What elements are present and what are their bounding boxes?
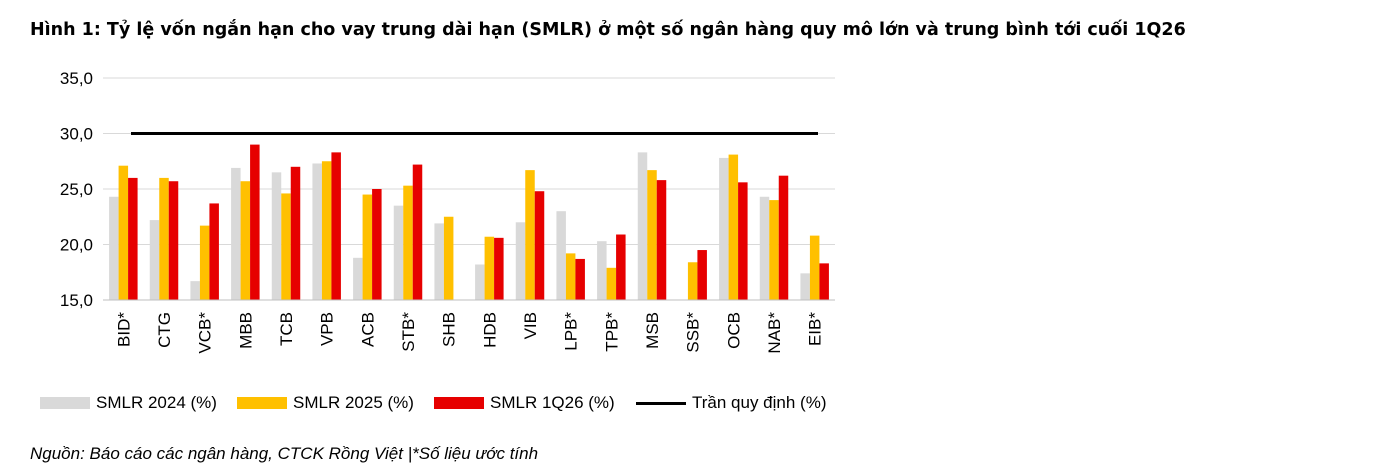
- x-tick-label: HDB: [480, 312, 499, 348]
- bar-eib-s2: [819, 263, 829, 300]
- bar-vpb-s1: [321, 161, 332, 300]
- bar-ssb-s2: [697, 250, 707, 300]
- bar-lpb-s2: [575, 258, 585, 300]
- x-tick-label: NAB*: [765, 312, 784, 354]
- bar-lpb-s1: [565, 253, 576, 300]
- bar-hdb-s0: [475, 264, 485, 300]
- legend-swatch-smlr-2025: [237, 397, 287, 409]
- bar-vib-s2: [534, 191, 545, 300]
- bar-tcb-s0: [271, 172, 282, 300]
- x-tick-label: LPB*: [562, 312, 581, 351]
- y-tick-label: 35,0: [60, 69, 93, 88]
- legend-label-threshold: Trần quy định (%): [692, 393, 827, 412]
- bar-hdb-s1: [484, 236, 495, 300]
- bar-tcb-s2: [290, 166, 301, 300]
- chart-title: Hình 1: Tỷ lệ vốn ngắn hạn cho vay trung…: [30, 20, 1186, 40]
- y-tick-label: 20,0: [60, 236, 93, 255]
- x-tick-label: TPB*: [602, 312, 621, 352]
- bar-tcb-s1: [281, 193, 291, 300]
- bar-vpb-s2: [331, 152, 341, 300]
- bar-msb-s1: [647, 170, 657, 300]
- legend-item-smlr-1q26: SMLR 1Q26 (%): [434, 393, 615, 413]
- x-tick-label: BID*: [114, 312, 133, 347]
- bar-ocb-s0: [719, 157, 729, 300]
- bar-tpb-s2: [616, 234, 626, 300]
- legend-item-smlr-2025: SMLR 2025 (%): [237, 393, 414, 413]
- bar-mbb-s1: [240, 181, 251, 300]
- bar-vcb-s1: [199, 225, 210, 300]
- bar-mbb-s2: [250, 144, 260, 300]
- bar-vcb-s0: [190, 281, 200, 300]
- legend-line-threshold: [636, 401, 686, 405]
- bar-vcb-s2: [209, 203, 219, 300]
- x-tick-label: SHB: [440, 312, 459, 347]
- y-tick-label: 15,0: [60, 291, 93, 310]
- bar-ssb-s1: [687, 262, 698, 300]
- bar-shb-s1: [443, 216, 454, 300]
- bar-bid-s2: [128, 177, 138, 300]
- bar-nab-s1: [769, 200, 779, 300]
- legend-label-smlr-1q26: SMLR 1Q26 (%): [490, 393, 615, 412]
- bar-vpb-s0: [312, 163, 322, 300]
- bar-nab-s0: [759, 196, 770, 300]
- y-tick-label: 30,0: [60, 125, 93, 144]
- x-tick-label: MSB: [643, 312, 662, 349]
- x-tick-label: TCB: [277, 312, 296, 346]
- legend-label-smlr-2025: SMLR 2025 (%): [293, 393, 414, 412]
- bar-nab-s2: [778, 175, 789, 300]
- bar-ctg-s0: [149, 220, 160, 300]
- x-tick-label: OCB: [724, 312, 743, 349]
- x-tick-label: SSB*: [684, 312, 703, 353]
- x-tick-label: VCB*: [196, 312, 215, 354]
- x-tick-label: VIB: [521, 312, 540, 339]
- bar-ocb-s2: [738, 182, 748, 300]
- bar-msb-s0: [637, 152, 648, 300]
- bar-stb-s2: [412, 164, 423, 300]
- bar-bid-s0: [109, 196, 119, 300]
- y-tick-label: 25,0: [60, 180, 93, 199]
- chart-source-note: Nguồn: Báo cáo các ngân hàng, CTCK Rồng …: [30, 444, 539, 463]
- x-tick-label: STB*: [399, 312, 418, 352]
- bar-vib-s0: [515, 222, 526, 300]
- bar-chart: 15,0 20,0 25,0 30,0 35,0 BID* CTG VCB* MBB TCB VPB…: [60, 69, 835, 354]
- bar-ctg-s1: [159, 177, 169, 300]
- bar-acb-s0: [353, 257, 363, 300]
- x-tick-label: CTG: [155, 312, 174, 348]
- bar-ctg-s2: [168, 181, 179, 300]
- bar-tpb-s0: [597, 241, 607, 300]
- legend-label-smlr-2024: SMLR 2024 (%): [96, 393, 217, 412]
- legend-item-threshold: Trần quy định (%): [636, 393, 826, 413]
- bar-mbb-s0: [231, 167, 241, 300]
- bar-bid-s1: [118, 165, 129, 300]
- x-tick-label: ACB: [358, 312, 377, 347]
- bar-acb-s1: [362, 194, 373, 300]
- bar-ocb-s1: [728, 154, 739, 300]
- bar-eib-s0: [800, 273, 810, 300]
- x-tick-label: VPB: [318, 312, 337, 346]
- bar-lpb-s0: [556, 211, 566, 300]
- bar-msb-s2: [656, 180, 667, 300]
- bar-stb-s1: [403, 185, 413, 300]
- bar-tpb-s1: [606, 267, 617, 300]
- x-tick-label: EIB*: [806, 312, 825, 346]
- x-tick-label: MBB: [236, 312, 255, 349]
- bar-vib-s1: [525, 170, 535, 300]
- legend-swatch-smlr-2024: [40, 397, 90, 409]
- bar-eib-s1: [809, 235, 820, 300]
- bar-stb-s0: [393, 205, 404, 300]
- legend-item-smlr-2024: SMLR 2024 (%): [40, 393, 217, 413]
- bar-hdb-s2: [494, 237, 504, 300]
- bar-acb-s2: [372, 189, 382, 300]
- bar-shb-s0: [434, 223, 444, 300]
- legend-swatch-smlr-1q26: [434, 397, 484, 409]
